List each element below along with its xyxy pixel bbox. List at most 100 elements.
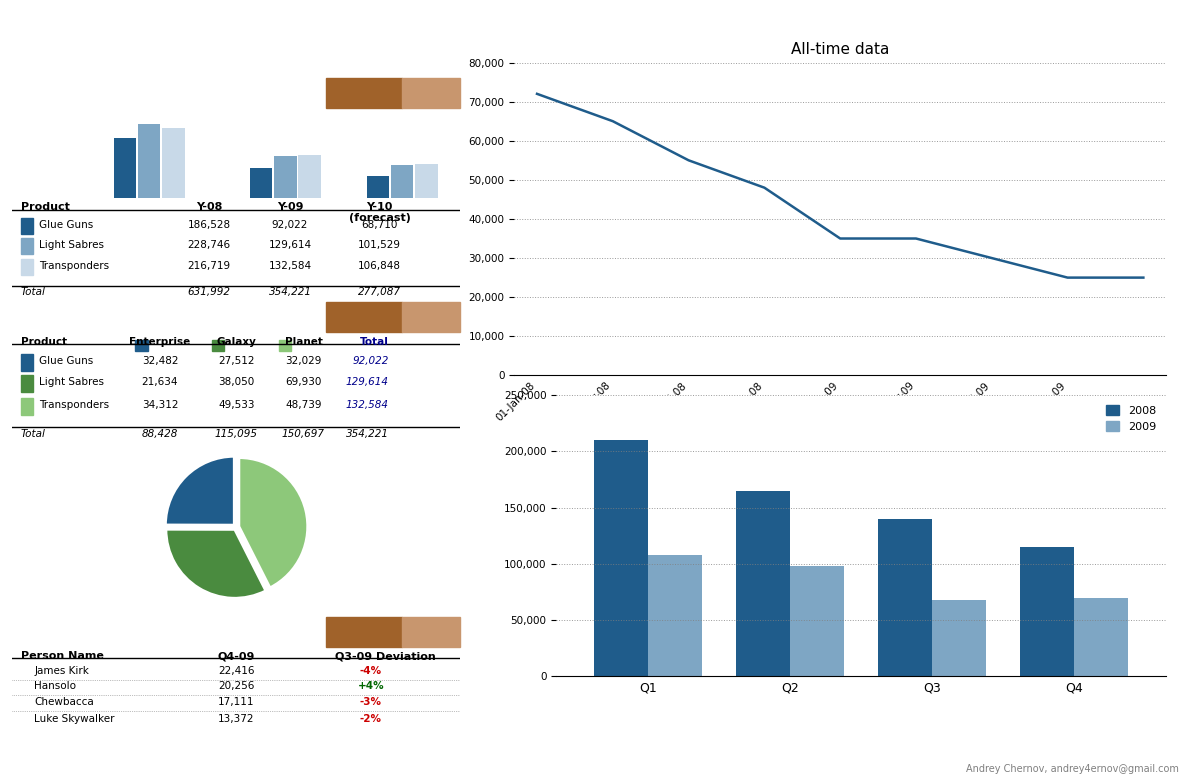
Bar [325, 78, 402, 108]
Text: 32,029: 32,029 [286, 356, 322, 366]
Bar [20, 238, 33, 253]
Text: +4%: +4% [358, 681, 384, 691]
Wedge shape [166, 529, 266, 598]
Bar [737, 490, 791, 676]
Text: 32,482: 32,482 [141, 356, 178, 366]
Bar [402, 302, 460, 332]
Text: 277,087: 277,087 [359, 287, 401, 296]
Text: ММММ ГГГГ: ММММ ГГГГ [1080, 18, 1184, 33]
Text: James Kirk: James Kirk [35, 666, 90, 676]
Bar [415, 163, 438, 198]
Bar [402, 78, 460, 108]
Text: 106,848: 106,848 [359, 261, 401, 271]
Text: 129,614: 129,614 [268, 240, 312, 249]
Text: Product Analysis: Product Analysis [20, 87, 146, 99]
Text: Total: Total [20, 429, 45, 439]
Bar [594, 440, 648, 676]
Text: 115,095: 115,095 [215, 429, 257, 439]
Bar [325, 302, 402, 332]
Text: Glue Guns: Glue Guns [38, 356, 93, 366]
Text: Q4-09: Q4-09 [218, 651, 255, 662]
Wedge shape [165, 457, 234, 526]
Bar [402, 617, 460, 647]
Bar [932, 600, 986, 676]
Text: Total: Total [360, 337, 389, 347]
Bar [391, 165, 414, 198]
Text: Light Sabres: Light Sabres [38, 377, 104, 387]
Text: Chewbacca: Chewbacca [35, 698, 94, 708]
Text: Q3-09 Deviation: Q3-09 Deviation [335, 651, 435, 662]
Text: 150,697: 150,697 [282, 429, 325, 439]
Text: Y-10
(forecast): Y-10 (forecast) [349, 202, 410, 224]
Bar [1020, 547, 1074, 676]
Text: -3%: -3% [360, 698, 382, 708]
Text: Planet: Planet [285, 337, 323, 347]
Bar [274, 156, 297, 198]
Bar [279, 340, 292, 350]
Text: 68,710: 68,710 [361, 221, 398, 230]
Bar [114, 138, 136, 198]
Text: 354,221: 354,221 [346, 429, 389, 439]
Text: Total: Total [20, 287, 45, 296]
Text: 17,111: 17,111 [218, 698, 255, 708]
Text: Light Sabres: Light Sabres [38, 240, 104, 249]
Text: Glue Guns: Glue Guns [38, 221, 93, 230]
Text: 132,584: 132,584 [268, 261, 312, 271]
Text: Transponders: Transponders [38, 400, 109, 411]
Text: 22,416: 22,416 [218, 666, 255, 676]
Text: 21,634: 21,634 [141, 377, 178, 387]
Text: 92,022: 92,022 [353, 356, 389, 366]
Text: Y-09: Y-09 [276, 202, 304, 212]
Text: 34,312: 34,312 [141, 400, 178, 411]
Text: 101,529: 101,529 [359, 240, 401, 249]
Bar [20, 218, 33, 234]
Bar [878, 518, 932, 676]
Text: 38,050: 38,050 [218, 377, 255, 387]
Text: 20,256: 20,256 [218, 681, 255, 691]
Wedge shape [239, 457, 307, 588]
Text: 92,022: 92,022 [271, 221, 309, 230]
Text: Hansolo: Hansolo [35, 681, 77, 691]
Text: Product: Product [20, 202, 69, 212]
Text: 228,746: 228,746 [188, 240, 231, 249]
Bar [648, 554, 702, 676]
Text: 69,930: 69,930 [286, 377, 322, 387]
Bar [212, 340, 224, 350]
Text: -2%: -2% [360, 714, 382, 723]
Text: 186,528: 186,528 [188, 221, 231, 230]
Text: 129,614: 129,614 [346, 377, 389, 387]
Bar [325, 617, 402, 647]
Bar [367, 176, 389, 198]
Text: 132,584: 132,584 [346, 400, 389, 411]
Text: Y-08: Y-08 [196, 202, 222, 212]
Text: Y-09 Customer Type Analysis: Y-09 Customer Type Analysis [20, 310, 234, 323]
Text: -4%: -4% [360, 666, 382, 676]
Bar [250, 168, 273, 198]
Text: 49,533: 49,533 [218, 400, 255, 411]
Bar [138, 124, 160, 198]
Text: The Data Visualization Challenge Contender: The Data Visualization Challenge Contend… [195, 16, 714, 35]
Text: 13,372: 13,372 [218, 714, 255, 723]
Bar [135, 340, 148, 350]
Bar [20, 375, 33, 392]
Bar [20, 398, 33, 415]
Bar [20, 353, 33, 371]
Bar [791, 566, 844, 676]
Legend: 2008, 2009: 2008, 2009 [1102, 400, 1160, 436]
Text: Person Name: Person Name [20, 651, 104, 662]
Text: 631,992: 631,992 [188, 287, 231, 296]
Title: All-time data: All-time data [791, 42, 890, 57]
Bar [299, 156, 321, 198]
Text: Transponders: Transponders [38, 261, 109, 271]
Bar [1074, 597, 1128, 676]
Text: 216,719: 216,719 [188, 261, 231, 271]
Bar [163, 128, 184, 198]
Text: Enterprise: Enterprise [129, 337, 190, 347]
Bar [20, 260, 33, 275]
Text: Galaxy: Galaxy [216, 337, 256, 347]
Text: 88,428: 88,428 [142, 429, 178, 439]
Text: 27,512: 27,512 [218, 356, 255, 366]
Text: Product: Product [20, 337, 67, 347]
Text: Andrey Chernov, andrey4ernov@gmail.com: Andrey Chernov, andrey4ernov@gmail.com [966, 765, 1179, 774]
Text: Most active sellers: Most active sellers [20, 626, 161, 638]
